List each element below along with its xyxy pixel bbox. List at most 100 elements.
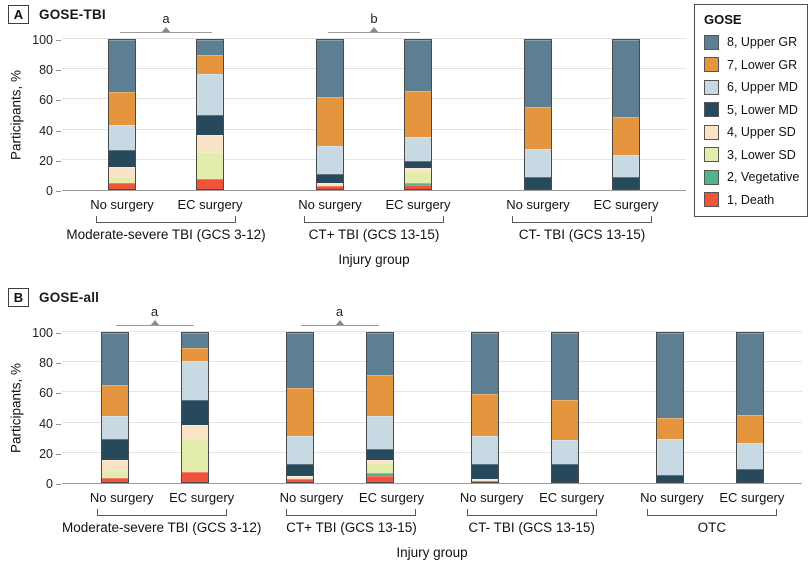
y-tick-mark — [56, 393, 61, 395]
group-label: CT+ TBI (GCS 13-15) — [286, 520, 417, 535]
gridline — [62, 451, 802, 453]
segment-1-death — [286, 479, 313, 482]
segment-6-upper-md — [101, 416, 128, 439]
group-axis-block: No surgery EC surgery Moderate-severe TBI … — [62, 490, 261, 535]
bar-slot — [374, 39, 462, 190]
bar-pair: b — [286, 12, 462, 190]
y-tick-mark — [56, 191, 61, 192]
segment-4-upper-sd — [471, 479, 498, 481]
bar-label-slot: No surgery — [452, 490, 532, 505]
gridline — [62, 128, 686, 130]
segment-7-lower-gr — [471, 394, 498, 436]
segment-7-lower-gr — [101, 385, 128, 417]
segment-5-lower-md — [197, 114, 223, 136]
bar-label-row: No surgery EC surgery — [632, 490, 792, 505]
segment-1-death — [109, 183, 135, 189]
segment-6-upper-md — [286, 435, 313, 465]
legend-swatch-2-vegetative — [704, 169, 719, 185]
y-tick-label: 0 — [46, 184, 53, 198]
bar-label-slot: EC surgery — [582, 197, 670, 212]
segment-8-upper-gr — [551, 333, 578, 401]
segment-7-lower-gr — [197, 54, 223, 75]
segment-8-upper-gr — [101, 332, 128, 386]
segment-7-lower-gr — [405, 90, 431, 137]
segment-6-upper-md — [551, 440, 578, 465]
bar-label-row: No surgery EC surgery — [494, 197, 670, 212]
stacked-bar-no-surgery — [524, 39, 552, 190]
bar-label-ec-surgery: EC surgery — [385, 197, 451, 212]
legend-swatch-7-lower-gr — [704, 57, 719, 72]
bar-label-slot: EC surgery — [532, 490, 612, 505]
segment-5-lower-md — [317, 174, 343, 184]
legend-item: 8, Upper GR — [704, 34, 798, 50]
segment-4-upper-sd — [317, 183, 343, 187]
y-tick-label: 80 — [39, 63, 53, 78]
segment-2-vegetative — [405, 183, 431, 185]
segment-8-upper-gr — [613, 40, 639, 118]
segment-6-upper-md — [317, 145, 343, 175]
y-tick-mark — [56, 453, 61, 455]
stacked-bar-no-surgery — [655, 332, 684, 483]
significance-letter: a — [150, 304, 159, 319]
bar-label-slot: EC surgery — [712, 490, 792, 505]
x-axis-label: Injury group — [396, 545, 468, 560]
segment-1-death — [366, 476, 393, 482]
significance-caret-icon — [161, 27, 171, 33]
legend-item: 2, Vegetative — [704, 169, 799, 185]
segment-4-upper-sd — [109, 166, 135, 178]
y-tick-mark — [56, 423, 61, 425]
segment-5-lower-md — [405, 160, 431, 169]
bar-label-ec-surgery: EC surgery — [169, 490, 235, 505]
segment-5-lower-md — [656, 474, 683, 482]
legend-item-label: 8, Upper GR — [727, 35, 798, 49]
segment-8-upper-gr — [286, 332, 313, 389]
stacked-bar-ec-surgery — [404, 39, 432, 190]
stacked-bar-ec-surgery — [612, 39, 640, 190]
legend-item: 4, Upper SD — [704, 124, 798, 140]
significance-caret-icon — [149, 320, 160, 326]
bar-label-no-surgery: No surgery — [640, 490, 704, 505]
bar-label-slot: No surgery — [632, 490, 712, 505]
bar-label-slot: EC surgery — [374, 197, 462, 212]
bar-label-no-surgery: No surgery — [279, 490, 344, 505]
bar-slot — [525, 332, 605, 483]
gridline — [62, 331, 802, 332]
segment-1-death — [101, 477, 128, 482]
bar-label-row: No surgery EC surgery — [286, 197, 462, 212]
segment-3-lower-sd — [405, 171, 431, 184]
segment-5-lower-md — [181, 400, 208, 426]
y-tick-label: 100 — [32, 33, 53, 47]
bar-pair: a — [75, 305, 235, 483]
segment-7-lower-gr — [181, 347, 208, 362]
stacked-bar-ec-surgery — [180, 332, 209, 483]
stacked-bar-no-surgery — [108, 39, 136, 190]
segment-5-lower-md — [286, 464, 313, 477]
bar-label-slot: EC surgery — [166, 197, 254, 212]
segment-8-upper-gr — [181, 333, 208, 348]
segment-3-lower-sd — [109, 177, 135, 184]
legend-swatch-6-upper-md — [704, 79, 719, 95]
bar-slot — [710, 332, 790, 483]
y-tick-label: 60 — [39, 386, 53, 401]
injury-group-ct-tbi-gcs-13-15: a — [247, 305, 432, 483]
legend-item-label: 3, Lower SD — [727, 147, 796, 162]
group-axis-block: No surgery EC surgery CT- TBI (GCS 13-15) — [442, 490, 622, 535]
significance-caret-icon — [369, 27, 379, 33]
bar-label-slot: EC surgery — [162, 490, 242, 505]
segment-7-lower-gr — [317, 96, 343, 146]
group-bracket — [646, 509, 777, 516]
significance-marker: a — [115, 304, 194, 326]
panel-b-letter-box: B — [8, 288, 29, 307]
gridline — [62, 421, 802, 423]
bar-pair — [445, 332, 605, 483]
stacked-bar-ec-surgery — [365, 332, 394, 483]
stacked-bar-no-surgery — [470, 332, 499, 483]
group-label: Moderate-severe TBI (GCS 3-12) — [66, 227, 266, 242]
significance-line — [115, 325, 194, 326]
bar-pair — [494, 39, 670, 190]
gridline — [62, 361, 802, 363]
panel-a-title: GOSE-TBI — [39, 7, 106, 22]
